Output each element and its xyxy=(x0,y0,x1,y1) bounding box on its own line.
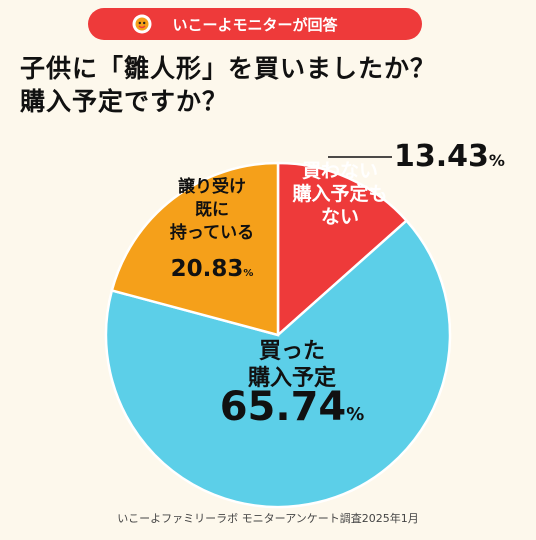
pie-slice-0 xyxy=(276,161,409,338)
chart-title: 子供に「雛人形」を買いましたか？ 購入予定ですか？ xyxy=(20,52,520,118)
slice-label-2-line-0: 譲り受け xyxy=(178,176,246,197)
title-line-2: 購入予定ですか？ xyxy=(20,87,229,116)
slice-label-2-line-2: 持っている xyxy=(170,222,254,243)
slice-label-1-line-1: 購入予定 xyxy=(248,365,336,391)
slice-label-2-line-1: 既に xyxy=(195,200,229,220)
survey-badge: いこーよモニターが回答 xyxy=(88,8,422,40)
mascot-icon xyxy=(132,14,152,34)
pie-slice-1 xyxy=(104,218,452,509)
slice-label-1-line-0: 買った xyxy=(259,339,325,364)
slice-label-0-line-2: ない xyxy=(321,206,359,228)
slice-value-2: 20.83% xyxy=(171,256,254,282)
slice-label-0-line-0: 買わない xyxy=(302,160,378,182)
slice-value-1: 65.74% xyxy=(220,384,365,430)
slice-value-0: 13.43% xyxy=(394,139,505,174)
badge-text: いこーよモニターが回答 xyxy=(172,15,338,34)
source-caption: いこーよファミリーラボ モニターアンケート調査2025年1月 xyxy=(117,512,419,525)
title-line-1: 子供に「雛人形」を買いましたか？ xyxy=(20,54,437,83)
pie-slice-2 xyxy=(110,161,280,337)
slice-label-0-line-1: 購入予定も xyxy=(292,182,387,205)
